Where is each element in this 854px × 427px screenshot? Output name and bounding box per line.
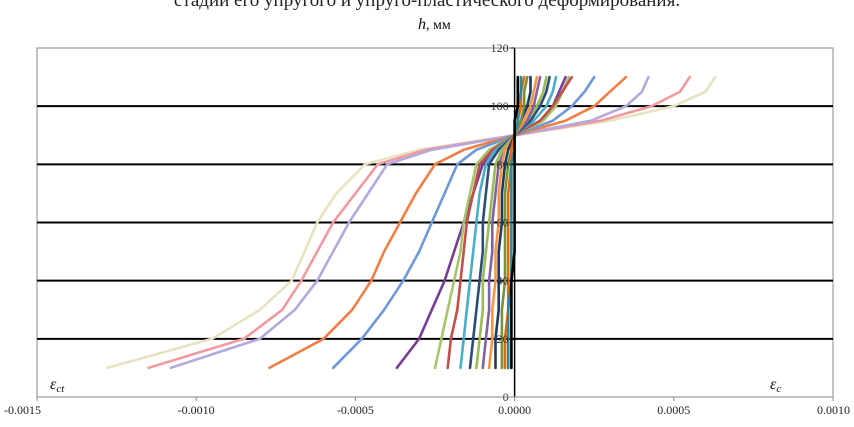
series-line-8 — [446, 75, 574, 370]
series-line-14 — [494, 75, 532, 370]
series-line-2 — [147, 75, 692, 370]
series-line-11 — [475, 75, 548, 370]
x-tick-label: 0.0005 — [657, 403, 690, 417]
y-tick-label: 80 — [497, 157, 509, 171]
y-tick-label: 100 — [491, 99, 509, 113]
x-label-right: εc — [770, 376, 781, 395]
x-tick-label: -0.0010 — [178, 403, 215, 417]
x-tick-label: -0.0005 — [337, 403, 374, 417]
series-line-13 — [487, 75, 539, 370]
series-line-12 — [481, 75, 542, 370]
series-line-1 — [105, 75, 717, 370]
y-tick-label: 20 — [497, 332, 509, 346]
series-line-7 — [433, 75, 571, 370]
gridlines — [37, 105, 833, 340]
series-line-5 — [331, 75, 596, 370]
caption-text: стадии его упругого и упруго-пластическо… — [173, 0, 681, 11]
series-lines — [105, 75, 717, 370]
x-tick-labels: -0.0015 -0.0010 -0.0005 0.0000 0.0005 0.0010 — [4, 397, 850, 417]
y-tick-label: 40 — [497, 274, 509, 288]
series-line-15 — [500, 75, 529, 370]
y-axis-label: h, мм — [418, 16, 451, 33]
series-line-10 — [468, 75, 551, 370]
x-tick-label: 0.0010 — [817, 403, 850, 417]
series-line-9 — [459, 75, 558, 370]
series-line-4 — [268, 75, 628, 370]
x-tick-label: -0.0015 — [4, 403, 41, 417]
y-tick-label: 60 — [497, 216, 509, 230]
series-line-3 — [169, 75, 650, 370]
y-tick-label: 120 — [491, 41, 509, 55]
x-tick-label: 0.0000 — [498, 403, 531, 417]
x-label-left: εct — [50, 376, 65, 395]
